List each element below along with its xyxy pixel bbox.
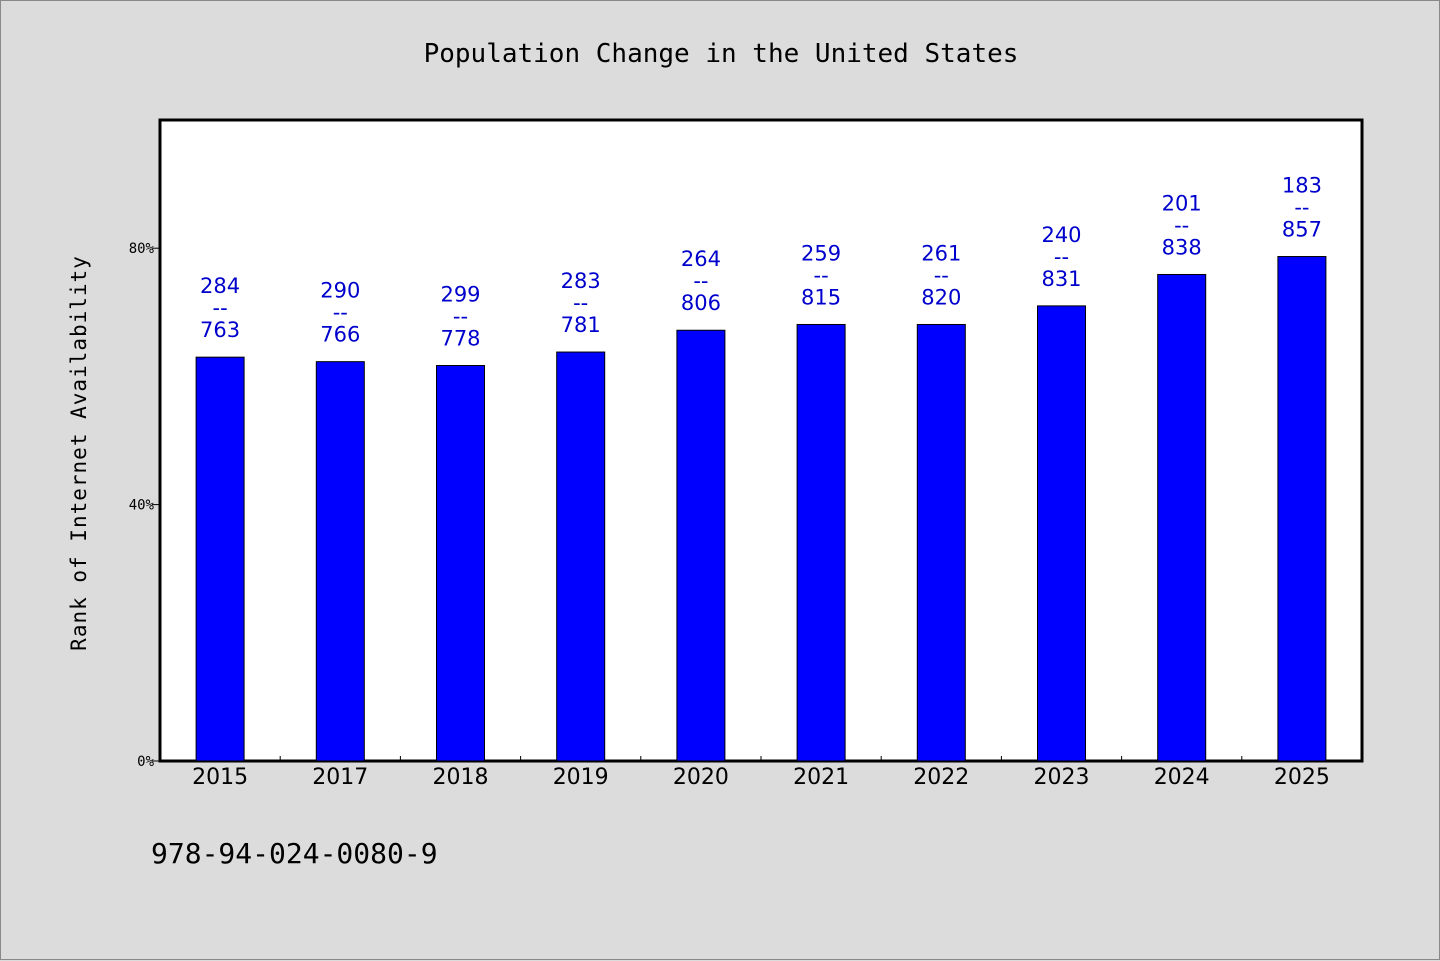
y-tick-label-0: 0% [137,754,154,770]
data-label-2018-2: -- [453,305,468,329]
data-label-2017-1: 290 [320,279,360,303]
y-axis: 0% 40% 80% [129,241,160,770]
bar-2021 [796,323,846,762]
data-label-2015-3: 763 [200,318,240,342]
data-label-2017-3: 766 [320,323,360,347]
data-label-2024-3: 838 [1162,235,1202,259]
data-label-2017-2: -- [333,301,348,325]
bars-group [195,256,1327,762]
bar-2024 [1157,273,1207,762]
data-label-2023-3: 831 [1041,267,1081,291]
data-label-2018-1: 299 [440,283,480,307]
data-label-2021-2: -- [814,263,829,287]
isbn-text: 978-94-024-0080-9 [151,837,438,870]
data-label-2020-1: 264 [681,247,721,271]
bar-2019 [556,351,606,762]
data-label-2018-3: 778 [440,327,480,351]
data-label-2015-1: 284 [200,274,240,298]
data-label-2019-1: 283 [561,269,601,293]
data-label-2022-1: 261 [921,241,961,265]
data-label-2024-2: -- [1174,213,1189,237]
x-tick-label-2021: 2021 [793,765,849,790]
data-label-2023-2: -- [1054,245,1069,269]
x-axis: 2015 2017 2018 2019 2020 2021 2022 2023 2024 2025 [192,756,1330,790]
data-label-2022-3: 820 [921,285,961,309]
x-tick-label-2018: 2018 [433,765,489,790]
data-label-2025-3: 857 [1282,218,1322,242]
x-tick-label-2019: 2019 [553,765,609,790]
bar-2025 [1277,256,1327,762]
x-tick-label-2022: 2022 [913,765,969,790]
x-tick-label-2017: 2017 [312,765,368,790]
x-tick-label-2025: 2025 [1274,765,1330,790]
y-axis-label: Rank of Internet Availability [67,255,91,651]
chart-title: Population Change in the United States [424,39,1019,69]
x-tick-label-2024: 2024 [1154,765,1210,790]
data-label-2019-3: 781 [561,313,601,337]
bar-2022 [916,323,966,762]
data-label-2025-2: -- [1294,196,1309,220]
data-label-2024-1: 201 [1162,191,1202,215]
y-tick-label-40: 40% [129,498,155,514]
bar-2015 [195,356,245,762]
bar-2023 [1037,305,1086,762]
y-tick-label-80: 80% [129,241,155,257]
data-label-2021-3: 815 [801,285,841,309]
x-tick-label-2015: 2015 [192,765,248,790]
bar-2017 [315,361,365,762]
data-label-2022-2: -- [934,263,949,287]
data-label-2020-2: -- [693,269,708,293]
data-label-2021-1: 259 [801,241,841,265]
data-label-2023-1: 240 [1041,223,1081,247]
bar-2018 [436,365,485,762]
x-tick-label-2020: 2020 [673,765,729,790]
bar-2020 [676,329,726,762]
data-label-2019-2: -- [573,291,588,315]
data-label-2020-3: 806 [681,291,721,315]
data-label-2025-1: 183 [1282,174,1322,198]
x-tick-label-2023: 2023 [1034,765,1090,790]
data-label-2015-2: -- [213,296,228,320]
data-labels-group: 284--763290--766299--778283--781264--806… [200,174,1322,351]
